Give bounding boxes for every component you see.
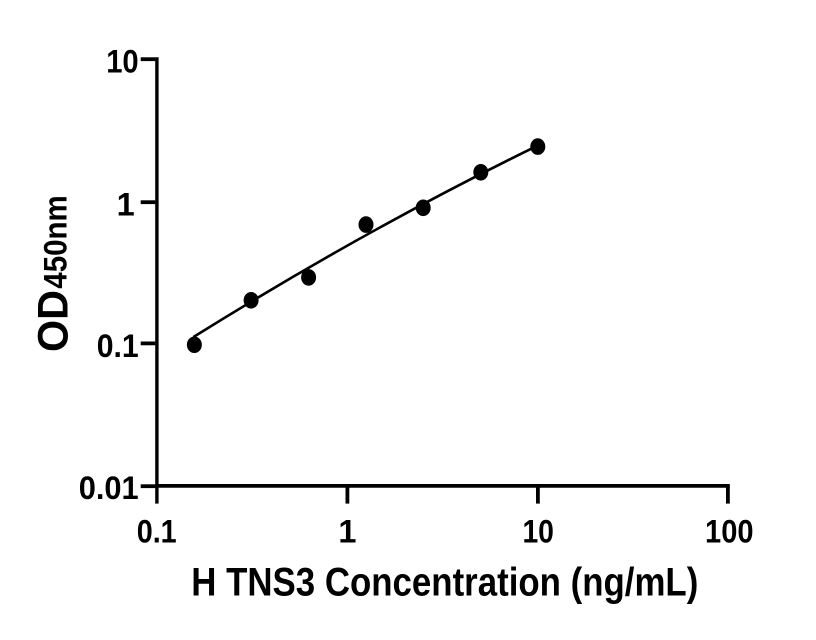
svg-text:H TNS3 Concentration (ng/mL): H TNS3 Concentration (ng/mL) — [191, 561, 698, 605]
svg-text:0.1: 0.1 — [137, 514, 177, 550]
svg-text:450nm: 450nm — [38, 195, 74, 289]
svg-text:0.01: 0.01 — [79, 470, 139, 506]
svg-text:10: 10 — [106, 44, 139, 80]
svg-text:100: 100 — [705, 514, 754, 550]
svg-text:10: 10 — [522, 514, 554, 550]
svg-text:1: 1 — [117, 186, 135, 222]
svg-text:OD: OD — [30, 290, 77, 352]
svg-text:0.1: 0.1 — [97, 328, 139, 364]
svg-text:1: 1 — [338, 514, 356, 550]
